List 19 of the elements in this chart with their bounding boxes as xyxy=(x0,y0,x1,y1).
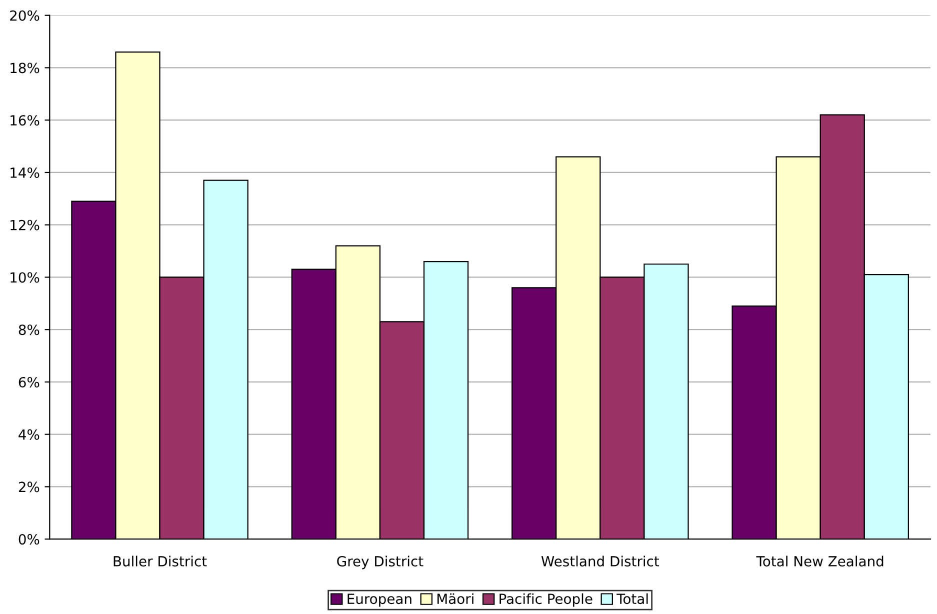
legend-label: Mäori xyxy=(437,593,474,604)
x-tick-label: Total New Zealand xyxy=(756,556,884,567)
y-tick-label: 16% xyxy=(10,115,40,126)
legend-label: European xyxy=(348,594,412,607)
x-tick-label: Buller District xyxy=(114,556,207,567)
x-tick-label: Westland District xyxy=(541,556,660,567)
y-tick-label: 14% xyxy=(10,167,40,178)
y-tick-label: 6% xyxy=(18,376,40,388)
y-tick-label: 20% xyxy=(10,10,40,21)
y-tick-label: 8% xyxy=(18,324,40,336)
y-tick-label: 2% xyxy=(18,482,40,492)
y-tick-label: 4% xyxy=(18,429,40,440)
y-tick-label: 12% xyxy=(10,220,40,230)
x-tick-label: Grey District xyxy=(337,556,424,570)
legend-label: Pacific People xyxy=(500,593,592,607)
y-tick-label: 10% xyxy=(10,272,40,283)
legend-label: Total xyxy=(616,593,648,604)
y-tick-label: 18% xyxy=(10,62,40,74)
y-tick-label: 0% xyxy=(18,534,40,545)
